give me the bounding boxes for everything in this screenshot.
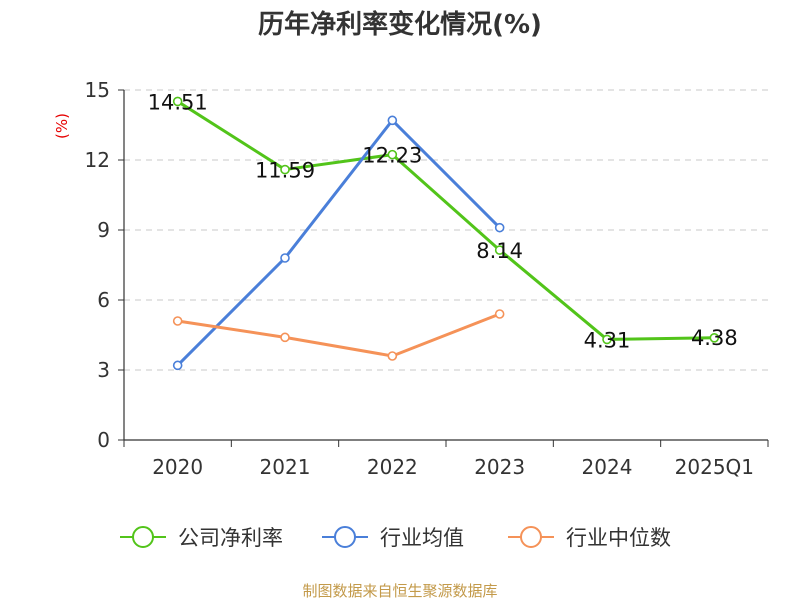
- data-label: 14.51: [148, 90, 208, 114]
- data-label: 4.38: [691, 326, 738, 350]
- data-point: [280, 253, 290, 263]
- data-point: [602, 334, 612, 345]
- data-label: 8.14: [476, 239, 523, 263]
- data-point: [280, 332, 290, 343]
- x-tick-label: 2023: [474, 455, 525, 479]
- axes: 0 3 6 9 12 15 2020 2021 2022 2023 2024 2025Q1: [85, 78, 769, 479]
- y-tick-label: 3: [97, 358, 110, 382]
- x-tick-label: 2024: [582, 455, 633, 479]
- y-tick-label: 12: [85, 148, 110, 172]
- data-point: [387, 149, 398, 160]
- y-tick-label: 9: [97, 218, 110, 242]
- data-label: 12.23: [362, 144, 422, 168]
- x-tick-label: 2022: [367, 455, 418, 479]
- footer-source: 制图数据来自恒生聚源数据库: [302, 582, 497, 600]
- series-line-2: [176, 118, 501, 367]
- data-point: [709, 332, 720, 343]
- x-tick-label: 2025Q1: [675, 455, 754, 479]
- y-tick-label: 6: [97, 288, 110, 312]
- legend: 公司净利率 行业均值 行业中位数: [120, 526, 671, 550]
- data-point: [280, 164, 290, 175]
- y-tick-label: 0: [97, 428, 110, 452]
- y-axis-label: (%): [53, 113, 71, 139]
- grid: [124, 89, 768, 371]
- data-point: [494, 309, 505, 319]
- y-tick-label: 15: [85, 78, 110, 102]
- data-point: [494, 222, 505, 233]
- x-tick-label: 2021: [260, 455, 311, 479]
- data-point: [172, 316, 183, 326]
- legend-item-label: 行业均值: [380, 526, 464, 550]
- x-tick-label: 2020: [152, 455, 203, 479]
- series-line-1: [176, 100, 715, 341]
- data-point: [172, 96, 183, 107]
- data-point: [387, 115, 398, 126]
- legend-item-label: 行业中位数: [566, 526, 671, 550]
- chart-title: 历年净利率变化情况(%): [258, 9, 542, 40]
- data-label: 4.31: [584, 328, 631, 352]
- legend-swatch-marker: [132, 526, 154, 548]
- data-label: 11.59: [255, 159, 315, 183]
- data-point: [387, 351, 398, 361]
- series-layer: [172, 96, 720, 371]
- data-point: [494, 245, 505, 255]
- data-point: [172, 360, 183, 371]
- legend-swatch-marker: [520, 526, 542, 548]
- series-line-3: [177, 312, 501, 358]
- legend-swatch-marker: [334, 526, 356, 548]
- data-labels: 14.51 11.59 12.23 8.14 4.31 4.38: [148, 90, 738, 352]
- legend-item-label: 公司净利率: [178, 526, 283, 550]
